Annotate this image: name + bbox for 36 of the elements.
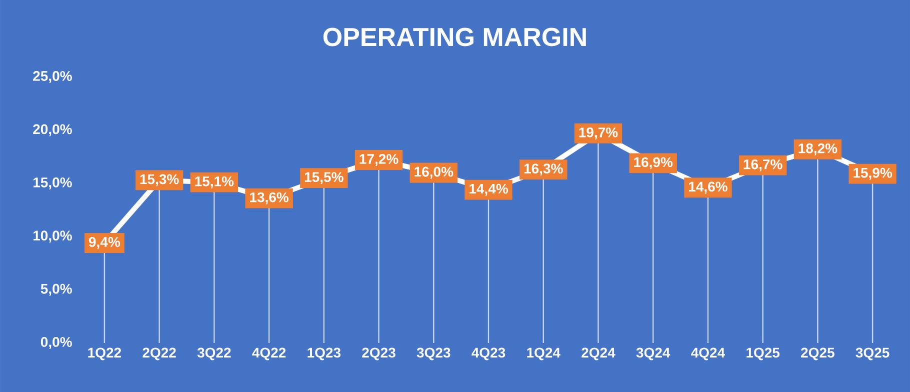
y-tick-label: 10,0% [33,230,72,243]
y-tick-label: 5,0% [40,284,72,296]
data-label: 14,4% [470,184,508,196]
y-tick-label: 15,0% [33,177,72,190]
data-label: 19,7% [579,127,618,140]
data-label: 17,2% [360,154,398,166]
data-label: 13,6% [250,192,289,204]
x-tick-label: 3Q24 [636,348,670,360]
data-label: 16,7% [744,159,782,172]
y-tick-label: 25,0% [33,71,72,83]
y-tick-label: 0,0% [40,337,72,349]
x-tick-label: 4Q24 [691,348,725,360]
data-label: 16,3% [524,164,563,176]
x-tick-label: 1Q24 [527,348,560,360]
data-label: 14,6% [688,182,728,194]
x-tick-label: 2Q22 [142,348,176,360]
x-tick-label: 2Q24 [582,348,616,360]
data-label: 15,5% [304,172,344,184]
x-tick-label: 1Q23 [308,348,341,360]
chart-title: OPERATING MARGIN [323,28,586,46]
y-tick-label: 20,0% [33,124,72,136]
data-label: 15,9% [854,168,892,180]
x-tick-label: 3Q23 [416,348,450,360]
x-tick-label: 4Q22 [252,348,286,360]
x-tick-label: 1Q25 [746,348,780,360]
data-label: 15,1% [195,176,234,188]
data-label: 15,3% [140,174,179,186]
data-label: 16,9% [634,157,673,170]
x-tick-label: 3Q25 [856,348,890,360]
x-tick-label: 4Q23 [472,348,506,360]
x-tick-label: 2Q25 [801,348,834,360]
x-tick-label: 1Q22 [88,348,121,360]
x-tick-label: 3Q22 [197,348,231,360]
x-tick-label: 2Q23 [362,348,396,360]
data-label: 18,2% [798,143,838,156]
data-label: 16,0% [414,166,454,179]
